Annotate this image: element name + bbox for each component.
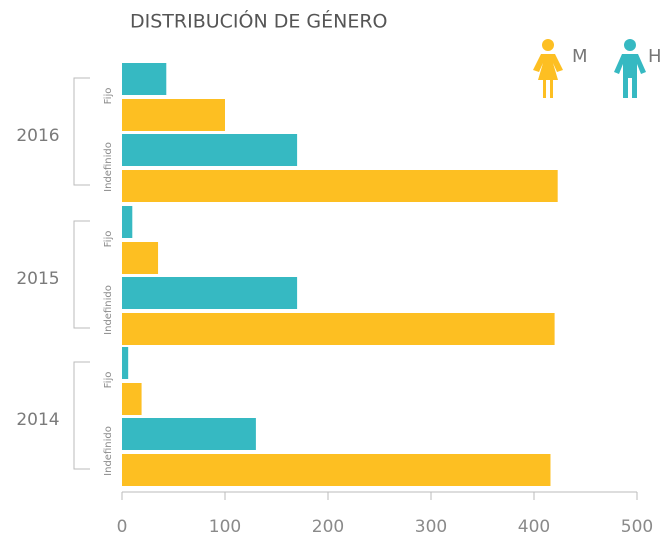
bar: [122, 63, 167, 95]
legend-label: M: [572, 46, 588, 67]
subcategory-label: Indefinido: [103, 426, 114, 476]
bar: [122, 242, 159, 274]
legend-icon-h: [614, 39, 646, 98]
x-tick-label: 0: [117, 517, 128, 537]
bar: [122, 383, 142, 415]
x-tick-label: 400: [518, 517, 550, 537]
bar: [122, 313, 555, 345]
subcategory-label: Fijo: [103, 372, 114, 389]
legend-icon-m: [533, 39, 563, 98]
bracket: [73, 220, 90, 329]
bracket: [73, 77, 90, 186]
subcategory-label: Fijo: [103, 231, 114, 248]
chart-title: DISTRIBUCIÓN DE GÉNERO: [130, 9, 388, 33]
bracket: [73, 361, 90, 470]
x-tick-label: 500: [621, 517, 653, 537]
bar: [122, 134, 298, 166]
year-label: 2014: [16, 410, 59, 430]
bar: [122, 170, 558, 202]
bar: [122, 418, 256, 450]
subcategory-label: Indefinido: [103, 285, 114, 335]
bar: [122, 99, 225, 131]
x-tick-label: 200: [312, 517, 344, 537]
bar: [122, 454, 551, 486]
bar: [122, 277, 298, 309]
x-tick-label: 300: [415, 517, 447, 537]
legend-label: H: [648, 46, 662, 67]
x-tick-label: 100: [209, 517, 241, 537]
bar: [122, 206, 133, 238]
year-label: 2016: [16, 126, 59, 146]
subcategory-label: Indefinido: [103, 142, 114, 192]
year-label: 2015: [16, 269, 59, 289]
subcategory-label: Fijo: [103, 88, 114, 105]
bar: [122, 347, 129, 379]
